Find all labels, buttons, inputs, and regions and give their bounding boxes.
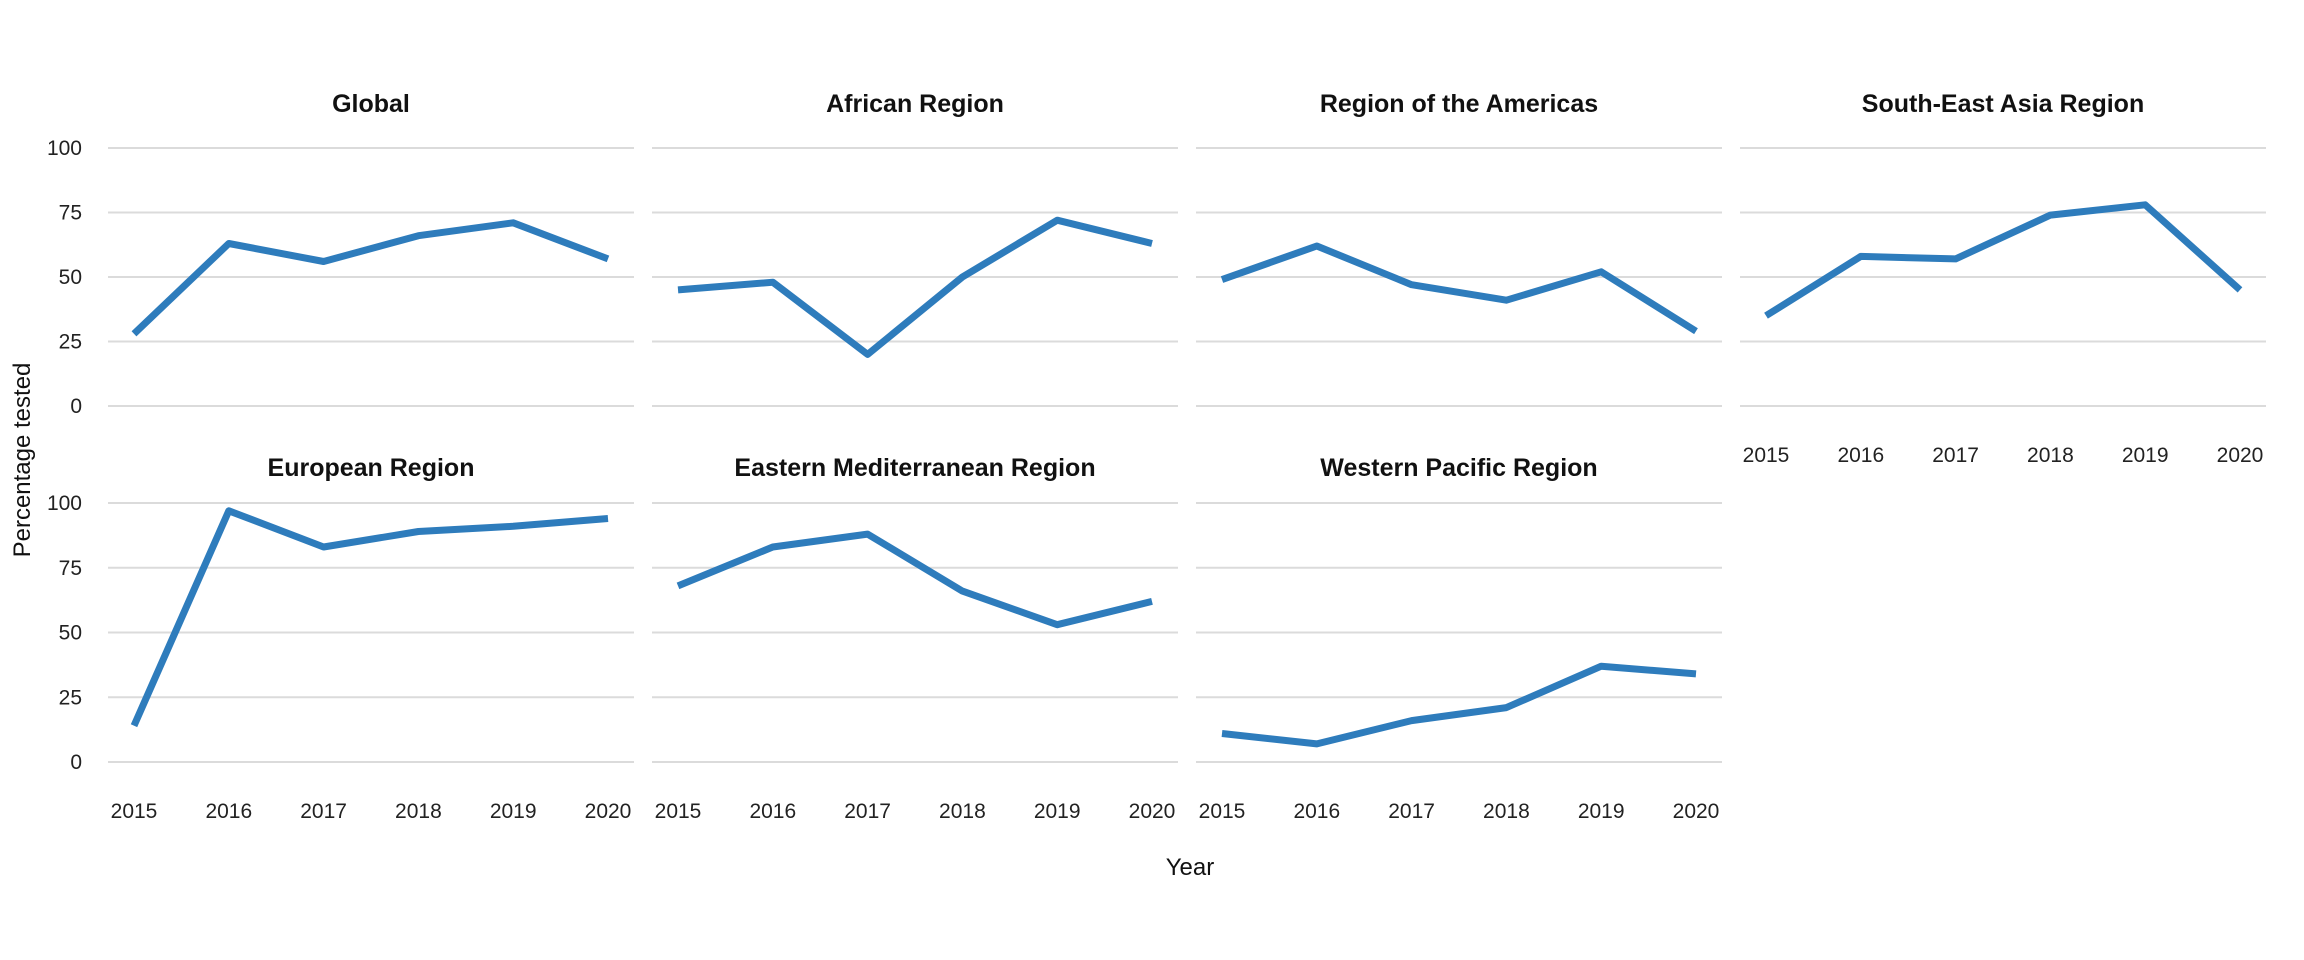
x-tick-label-2018: 2018	[395, 800, 442, 823]
y-tick-label-row0-25: 25	[59, 331, 82, 354]
x-tick-label-2016: 2016	[1837, 444, 1884, 467]
x-tick-label-2019: 2019	[2122, 444, 2169, 467]
trend-line-region-of-the-americas	[1220, 242, 1698, 335]
facet-panels: Global African Region Region of the Americ…	[108, 90, 2266, 823]
x-tick-label-2015: 2015	[655, 800, 702, 823]
x-tick-label-2020: 2020	[585, 800, 632, 823]
x-axis-title: Year	[1166, 854, 1215, 881]
trend-line-european-region	[130, 507, 609, 728]
y-tick-label-row0-50: 50	[59, 266, 82, 289]
y-tick-label-row1-75: 75	[59, 557, 82, 580]
y-tick-label-row1-25: 25	[59, 686, 82, 709]
x-tick-label-2016: 2016	[205, 800, 252, 823]
facet-panel-region-of-the-americas: Region of the Americas	[1196, 90, 1722, 407]
x-tick-label-2020: 2020	[1129, 800, 1176, 823]
y-tick-label-row1-100: 100	[47, 492, 82, 515]
x-tick-label-2017: 2017	[844, 800, 891, 823]
x-tick-label-2020: 2020	[1673, 800, 1720, 823]
facet-title-south-east-asia-region: South-East Asia Region	[1862, 90, 2144, 118]
x-tick-label-2015: 2015	[1199, 800, 1246, 823]
x-tick-label-2018: 2018	[1483, 800, 1530, 823]
x-tick-label-2017: 2017	[1932, 444, 1979, 467]
trend-line-global	[131, 219, 610, 337]
facet-panel-western-pacific-region: Western Pacific Region 2015 2016 2017 2018 20…	[1196, 454, 1722, 823]
facet-title-global: Global	[332, 90, 410, 118]
x-tick-label-2017: 2017	[1388, 800, 1435, 823]
x-tick-label-2016: 2016	[749, 800, 796, 823]
facet-title-eastern-mediterranean-region: Eastern Mediterranean Region	[734, 454, 1095, 482]
y-tick-label-row1-0: 0	[70, 751, 82, 774]
y-tick-label-row0-100: 100	[47, 137, 82, 160]
facet-title-region-of-the-americas: Region of the Americas	[1320, 90, 1598, 118]
facet-panel-eastern-mediterranean-region: Eastern Mediterranean Region 2015 2016 2017…	[652, 454, 1178, 823]
x-tick-label-2020: 2020	[2217, 444, 2264, 467]
x-tick-label-2017: 2017	[300, 800, 347, 823]
facet-panel-african-region: African Region	[652, 90, 1178, 407]
facet-panel-south-east-asia-region: South-East Asia Region 2015 2016 2017 2018 20…	[1740, 90, 2266, 467]
trend-line-south-east-asia-region	[1764, 201, 2243, 319]
x-tick-label-2018: 2018	[939, 800, 986, 823]
x-tick-label-2019: 2019	[1034, 800, 1081, 823]
x-tick-label-2015: 2015	[111, 800, 158, 823]
y-tick-label-row0-0: 0	[70, 395, 82, 418]
y-tick-label-row1-50: 50	[59, 622, 82, 645]
x-tick-label-2019: 2019	[1578, 800, 1625, 823]
trend-line-eastern-mediterranean-region	[676, 530, 1153, 629]
axis-labels: 0 25 50 75 100 0 25 50 75 100	[47, 137, 82, 774]
x-tick-label-2015: 2015	[1743, 444, 1790, 467]
facet-panel-global: Global	[108, 90, 634, 407]
facet-title-african-region: African Region	[826, 90, 1004, 118]
facet-title-european-region: European Region	[268, 454, 475, 482]
x-tick-label-2019: 2019	[490, 800, 537, 823]
y-axis-title: Percentage tested	[9, 363, 36, 558]
y-tick-label-row0-75: 75	[59, 202, 82, 225]
x-tick-label-2018: 2018	[2027, 444, 2074, 467]
facet-panel-european-region: European Region 2015 2016 2017 2018 2019 2020	[108, 454, 634, 823]
trend-line-african-region	[677, 216, 1153, 358]
facet-title-western-pacific-region: Western Pacific Region	[1320, 454, 1597, 482]
x-tick-label-2016: 2016	[1293, 800, 1340, 823]
trend-line-western-pacific-region	[1221, 662, 1697, 748]
